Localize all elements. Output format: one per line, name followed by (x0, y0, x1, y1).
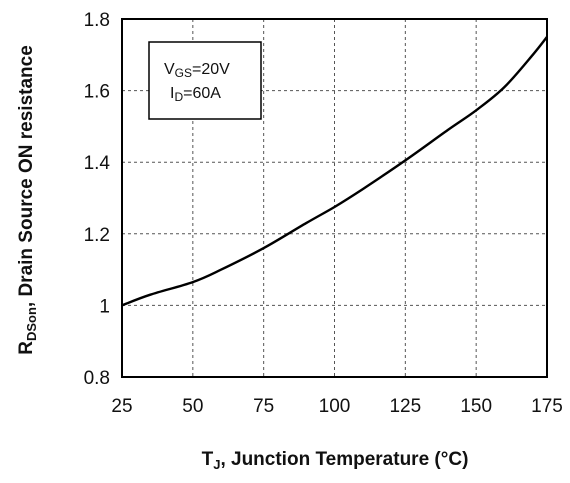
grid (122, 19, 547, 377)
plot-area-frame (121, 18, 548, 378)
annotation-box (148, 41, 262, 120)
y-tick-label: 1.2 (84, 225, 110, 246)
x-axis-label: TJ, Junction Temperature (°C) (202, 449, 469, 472)
x-tick-label: 175 (531, 396, 563, 417)
y-tick-label: 1.4 (84, 153, 111, 174)
annotation-vgs: VGS=20V (164, 61, 230, 80)
series-line-rdson (121, 36, 548, 307)
y-tick-label: 0.8 (84, 368, 110, 389)
x-tick-label: 75 (253, 396, 274, 417)
y-tick-label: 1.8 (84, 10, 110, 31)
x-tick-label: 100 (319, 396, 351, 417)
annotation-id: ID=60A (170, 85, 221, 104)
x-tick-label: 125 (389, 396, 421, 417)
x-tick-label: 150 (460, 396, 492, 417)
x-tick-label: 50 (182, 396, 203, 417)
tick-labels: 25 50 75 100 125 150 175 0.8 1 1.2 1.4 1.6 1.8 (84, 10, 563, 417)
y-tick-label: 1 (99, 296, 110, 317)
x-tick-label: 25 (111, 396, 132, 417)
y-tick-label: 1.6 (84, 82, 110, 103)
y-axis-label: RDSon, Drain Source ON resistance (16, 45, 39, 355)
